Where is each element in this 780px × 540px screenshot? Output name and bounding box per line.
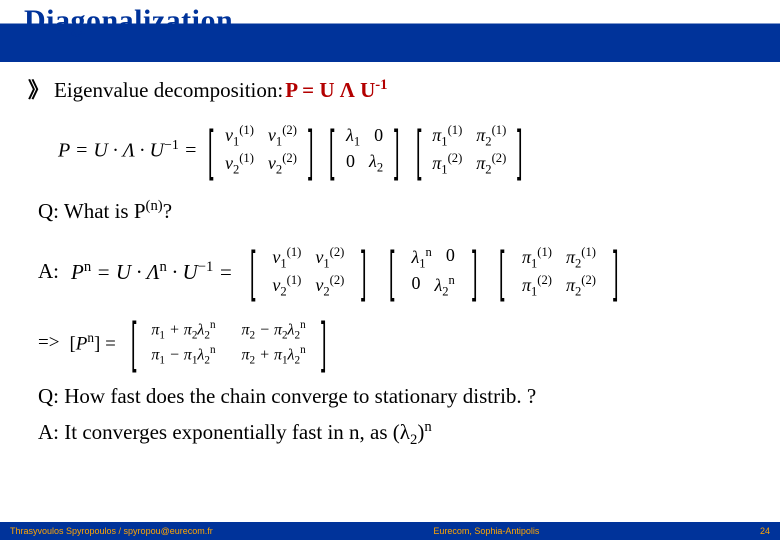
matrix-v2: v1(1) v1(2) v2(1) v2(2) xyxy=(272,244,344,300)
question-1: Q: What is P(n)? xyxy=(28,198,752,224)
matrix-lambda-n: λ1n 0 0 λ2n xyxy=(411,244,454,300)
slide-title: Diagonalization xyxy=(24,4,233,38)
answer-1: A: Pn = U · Λn · U−1 = [ v1(1) v1(2) v2(… xyxy=(28,244,752,300)
bracket-icon: ] xyxy=(517,128,522,173)
equation-1: P = U · Λ · U−1 = [ v1(1) v1(2) v2(1) v2… xyxy=(28,122,752,178)
eq1-lhs: P = U · Λ · U−1 = xyxy=(58,138,197,163)
matrix-lambda: λ1 0 0 λ2 xyxy=(346,124,383,176)
bracket-icon: ] xyxy=(472,249,477,294)
bracket-icon: [ xyxy=(416,128,421,173)
footer-bar: Thrasyvoulos Spyropoulos / spyropou@eure… xyxy=(0,522,780,540)
matrix-pi2: π1(1) π2(1) π1(2) π2(2) xyxy=(522,244,596,300)
implies-line: => [[PPn] = [ π1 + π2λ2n π2 − π2λ2n π1 −… xyxy=(28,318,752,368)
footer-author: Thrasyvoulos Spyropoulos / spyropou@eure… xyxy=(10,526,213,536)
matrix-result: π1 + π2λ2n π2 − π2λ2n π1 − π1λ2n π2 + π1… xyxy=(151,318,305,368)
bracket-icon: [ xyxy=(131,320,136,365)
matrix-v: v1(1) v1(2) v2(1) v2(2) xyxy=(225,122,297,178)
bracket-icon: [ xyxy=(499,249,504,294)
bracket-icon: [ xyxy=(250,249,255,294)
matrix-pi: π1(1) π2(1) π1(2) π2(2) xyxy=(432,122,506,178)
content-area: 》 Eigenvalue decomposition: P = U Λ U-1 … xyxy=(0,62,780,449)
bracket-icon: ] xyxy=(308,128,313,173)
title-band: Diagonalization xyxy=(0,0,780,62)
implies-symbol: => xyxy=(38,332,59,354)
bracket-icon: [ xyxy=(330,128,335,173)
bullet-text: Eigenvalue decomposition: xyxy=(54,78,283,103)
bracket-icon: [ xyxy=(208,128,213,173)
bracket-icon: ] xyxy=(321,320,326,365)
bracket-icon: ] xyxy=(361,249,366,294)
bullet-line: 》 Eigenvalue decomposition: P = U Λ U-1 xyxy=(28,74,752,104)
bracket-icon: [ xyxy=(389,249,394,294)
bracket-icon: ] xyxy=(613,249,618,294)
page-number: 24 xyxy=(760,526,770,536)
question-2: Q: How fast does the chain converge to s… xyxy=(28,384,752,409)
answer-2: A: It converges exponentially fast in n,… xyxy=(28,419,752,449)
answer-label: A: xyxy=(38,259,59,284)
bracket-icon: ] xyxy=(394,128,399,173)
footer-affiliation: Eurecom, Sophia-Antipolis xyxy=(213,526,760,536)
chevron-icon: 》 xyxy=(28,74,46,104)
formula-inline: P = U Λ U-1 xyxy=(285,77,387,103)
